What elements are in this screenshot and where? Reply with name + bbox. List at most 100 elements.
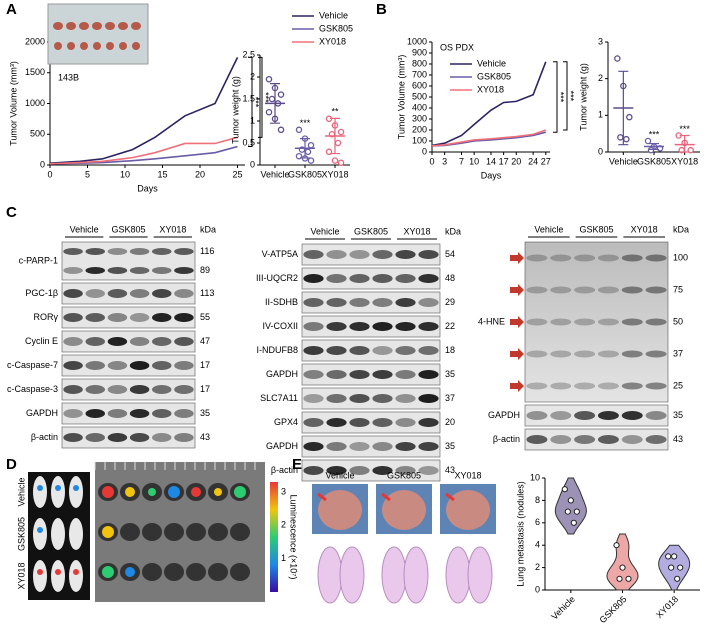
point [619, 564, 626, 571]
x-tick-label: 7 [459, 156, 464, 166]
decoration [120, 523, 140, 541]
decoration [645, 382, 667, 390]
x-tick-label: 17 [499, 156, 509, 166]
point [613, 542, 620, 549]
y-tick-label: 200 [412, 124, 427, 134]
blot-row-label: I-NDUFB8 [256, 345, 298, 355]
decoration [418, 394, 439, 403]
decoration [349, 298, 370, 307]
blot-row-label: β-actin [31, 432, 58, 442]
panel-label: E [292, 456, 302, 473]
y-tick-label: 4 [535, 540, 540, 550]
decoration [349, 370, 370, 379]
decoration [234, 486, 246, 498]
legend-label: Vehicle [477, 58, 506, 68]
decoration [107, 433, 128, 442]
decoration [129, 337, 150, 346]
blot-row-label: V-ATP5A [262, 249, 298, 259]
decoration [303, 250, 324, 259]
decoration [85, 313, 106, 322]
decoration [597, 254, 619, 262]
decoration [63, 433, 83, 442]
decoration [85, 267, 106, 274]
decoration [186, 563, 206, 581]
decoration [53, 22, 63, 30]
decoration [85, 385, 106, 394]
y-tick-label: 2 [598, 73, 603, 83]
x-tick-label: 10 [120, 169, 130, 179]
decoration [61, 354, 196, 377]
point [277, 126, 285, 134]
decoration [526, 350, 548, 358]
line-series [431, 129, 547, 147]
x-tick-label: 14 [486, 156, 496, 166]
decoration [63, 361, 83, 370]
point [614, 55, 621, 62]
decoration [129, 409, 150, 418]
decoration [51, 476, 65, 508]
decoration [510, 380, 524, 392]
point [644, 137, 652, 145]
decoration [129, 267, 150, 274]
decoration [550, 435, 572, 444]
decoration [102, 486, 114, 498]
decoration [301, 267, 441, 290]
y-tick-label: 1 [598, 110, 603, 120]
decoration [550, 411, 572, 420]
decoration [151, 248, 172, 255]
decoration [174, 337, 194, 346]
decoration [132, 42, 140, 50]
kda-label: 17 [200, 384, 210, 394]
decoration [418, 442, 439, 451]
decoration [174, 409, 194, 418]
decoration [118, 22, 128, 30]
x-tick-label: 10 [469, 156, 479, 166]
decoration [621, 286, 643, 294]
decoration [446, 490, 490, 530]
decoration [208, 563, 228, 581]
decoration [85, 361, 106, 370]
decoration [550, 254, 572, 262]
decoration [148, 488, 156, 496]
decoration [33, 560, 47, 592]
decoration [61, 241, 196, 281]
kda-label: 89 [200, 265, 210, 275]
decoration [372, 346, 393, 355]
decoration [303, 418, 324, 427]
blot-row-label: III-UQCR2 [256, 273, 298, 283]
x-tick-label: Vehicle [609, 156, 638, 166]
point [331, 157, 339, 164]
decoration [372, 442, 393, 451]
decoration [526, 382, 548, 390]
point [625, 575, 632, 582]
blot-header: XY018 [159, 224, 186, 234]
y-tick-label: 3 [598, 36, 603, 46]
decoration [510, 348, 524, 360]
kda-label: 22 [445, 321, 455, 331]
decoration [151, 267, 172, 274]
y-tick-label: 500 [412, 91, 427, 101]
significance: *** [679, 124, 690, 134]
decoration [326, 250, 347, 259]
x-tick-label: 0 [429, 156, 434, 166]
decoration [372, 298, 393, 307]
legend-label: XY018 [477, 84, 504, 94]
decoration [129, 313, 150, 322]
decoration [301, 339, 441, 362]
point [337, 159, 345, 167]
decoration [303, 346, 324, 355]
decoration [303, 298, 324, 307]
decoration [303, 394, 324, 403]
decoration [510, 284, 524, 296]
colorbar-tick: 2 [281, 520, 286, 530]
x-tick-label: Vehicle [260, 169, 289, 179]
decoration [326, 418, 347, 427]
decoration [372, 322, 393, 331]
chart-title: OS PDX [440, 42, 474, 52]
legend-label: Vehicle [319, 10, 348, 20]
x-tick-label: GSK805 [597, 594, 628, 625]
blot-row-label: II-SDHB [265, 297, 298, 307]
decoration [574, 318, 596, 326]
decoration [107, 248, 128, 255]
